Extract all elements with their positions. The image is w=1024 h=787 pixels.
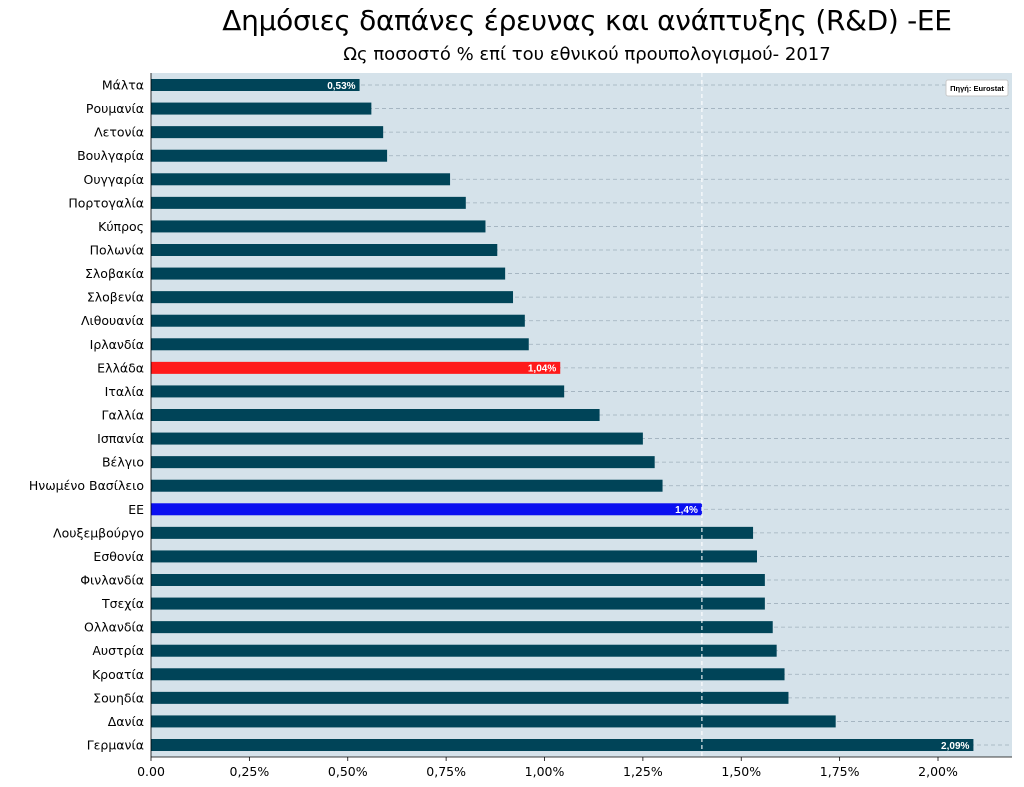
category-label: Σλοβενία (87, 290, 144, 305)
source-legend: Πηγή: Eurostat (945, 79, 1009, 97)
x-tick-label: 1,00% (525, 764, 565, 779)
category-label: Δανία (108, 714, 144, 729)
bar-10 (151, 291, 514, 304)
x-tick-label: 0,25% (230, 764, 270, 779)
chart-title: Δημόσιες δαπάνες έρευνας και ανάπτυξης (… (222, 4, 952, 37)
x-tick-label: 1,50% (721, 764, 761, 779)
source-legend-text: Πηγή: Eurostat (950, 84, 1004, 93)
bar-18 (151, 479, 663, 492)
category-label: Φινλανδία (80, 573, 144, 588)
x-tick-label: 1,75% (820, 764, 860, 779)
bar-4 (151, 149, 388, 162)
category-label: Μάλτα (102, 78, 144, 93)
bar-17 (151, 456, 655, 469)
bar-12 (151, 338, 529, 351)
category-label: Ουγγαρία (83, 172, 144, 187)
bar-5 (151, 173, 451, 186)
category-label: Πορτογαλία (68, 195, 144, 210)
bar-11 (151, 314, 525, 327)
bar-20 (151, 526, 754, 539)
category-label: Ιταλία (105, 384, 144, 399)
chart-subtitle: Ως ποσοστό % επί του εθνικού προυπολογισ… (343, 44, 831, 65)
category-label: Ρουμανία (86, 101, 144, 116)
category-label: Βέλγιο (102, 455, 144, 470)
bar-8 (151, 244, 498, 256)
bar-9 (151, 267, 506, 280)
data-label: 2,09% (941, 741, 969, 752)
bar-16 (151, 432, 643, 445)
category-label: Ισπανία (97, 431, 144, 446)
category-label: Λιθουανία (81, 313, 144, 328)
bar-6 (151, 196, 466, 209)
category-label: Λετονία (94, 125, 144, 140)
bar-23 (151, 597, 765, 610)
bar-15 (151, 409, 600, 421)
category-label: Λουξεμβούργο (53, 525, 144, 540)
bars: 0,53% 1,04% 1,4% 2,09% (151, 73, 974, 757)
x-tick-label: 0,50% (328, 764, 368, 779)
category-label: Ελλάδα (97, 360, 144, 375)
category-label: Γερμανία (87, 738, 144, 753)
bar-27 (151, 691, 789, 704)
bar-26 (151, 668, 785, 681)
x-tick-label: 0.00 (137, 764, 165, 779)
bar-28 (151, 715, 836, 728)
bar-24 (151, 621, 773, 634)
category-label: Κροατία (92, 667, 144, 682)
x-tick-label: 1,25% (623, 764, 663, 779)
bar-14 (151, 385, 565, 398)
bar-7 (151, 220, 486, 233)
category-label: Κύπρος (98, 219, 144, 234)
bar-21 (151, 550, 757, 563)
data-label: 0,53% (327, 81, 355, 92)
category-label: Βουλγαρία (77, 148, 144, 163)
category-label: Τσεχία (101, 596, 144, 611)
data-label: 1,4% (675, 505, 698, 516)
category-label: Γαλλία (102, 408, 144, 423)
x-axis-ticks: 0.00 0,25% 0,50% 0,75% 1,00% 1,25% 1,50% 1,75% 2… (137, 73, 1012, 779)
category-label: Αυστρία (92, 643, 144, 658)
category-label: Σουηδία (93, 690, 144, 705)
category-label: Πολωνία (90, 243, 144, 258)
bar-2 (151, 102, 372, 115)
source-legend-box (945, 79, 1009, 97)
bar-19 (151, 503, 702, 516)
category-labels: Μάλτα Ρουμανία Λετονία Βουλγαρία Ουγγαρία Πορ… (29, 78, 144, 753)
bar-1 (151, 79, 360, 91)
bar-3 (151, 126, 384, 139)
category-label: Ολλανδία (84, 620, 144, 635)
x-tick-label: 2,00% (918, 764, 958, 779)
category-label: Εσθονία (93, 549, 144, 564)
category-label: Σλοβακία (85, 266, 144, 281)
data-label: 1,04% (528, 364, 556, 375)
bar-22 (151, 574, 765, 586)
bar-29 (151, 739, 974, 751)
category-label: Ιρλανδία (90, 337, 144, 352)
category-label: ΕΕ (128, 502, 144, 517)
bar-25 (151, 644, 777, 657)
category-label: Ηνωμένο Βασίλειο (29, 478, 144, 493)
x-tick-label: 0,75% (426, 764, 466, 779)
bar-13 (151, 361, 561, 374)
